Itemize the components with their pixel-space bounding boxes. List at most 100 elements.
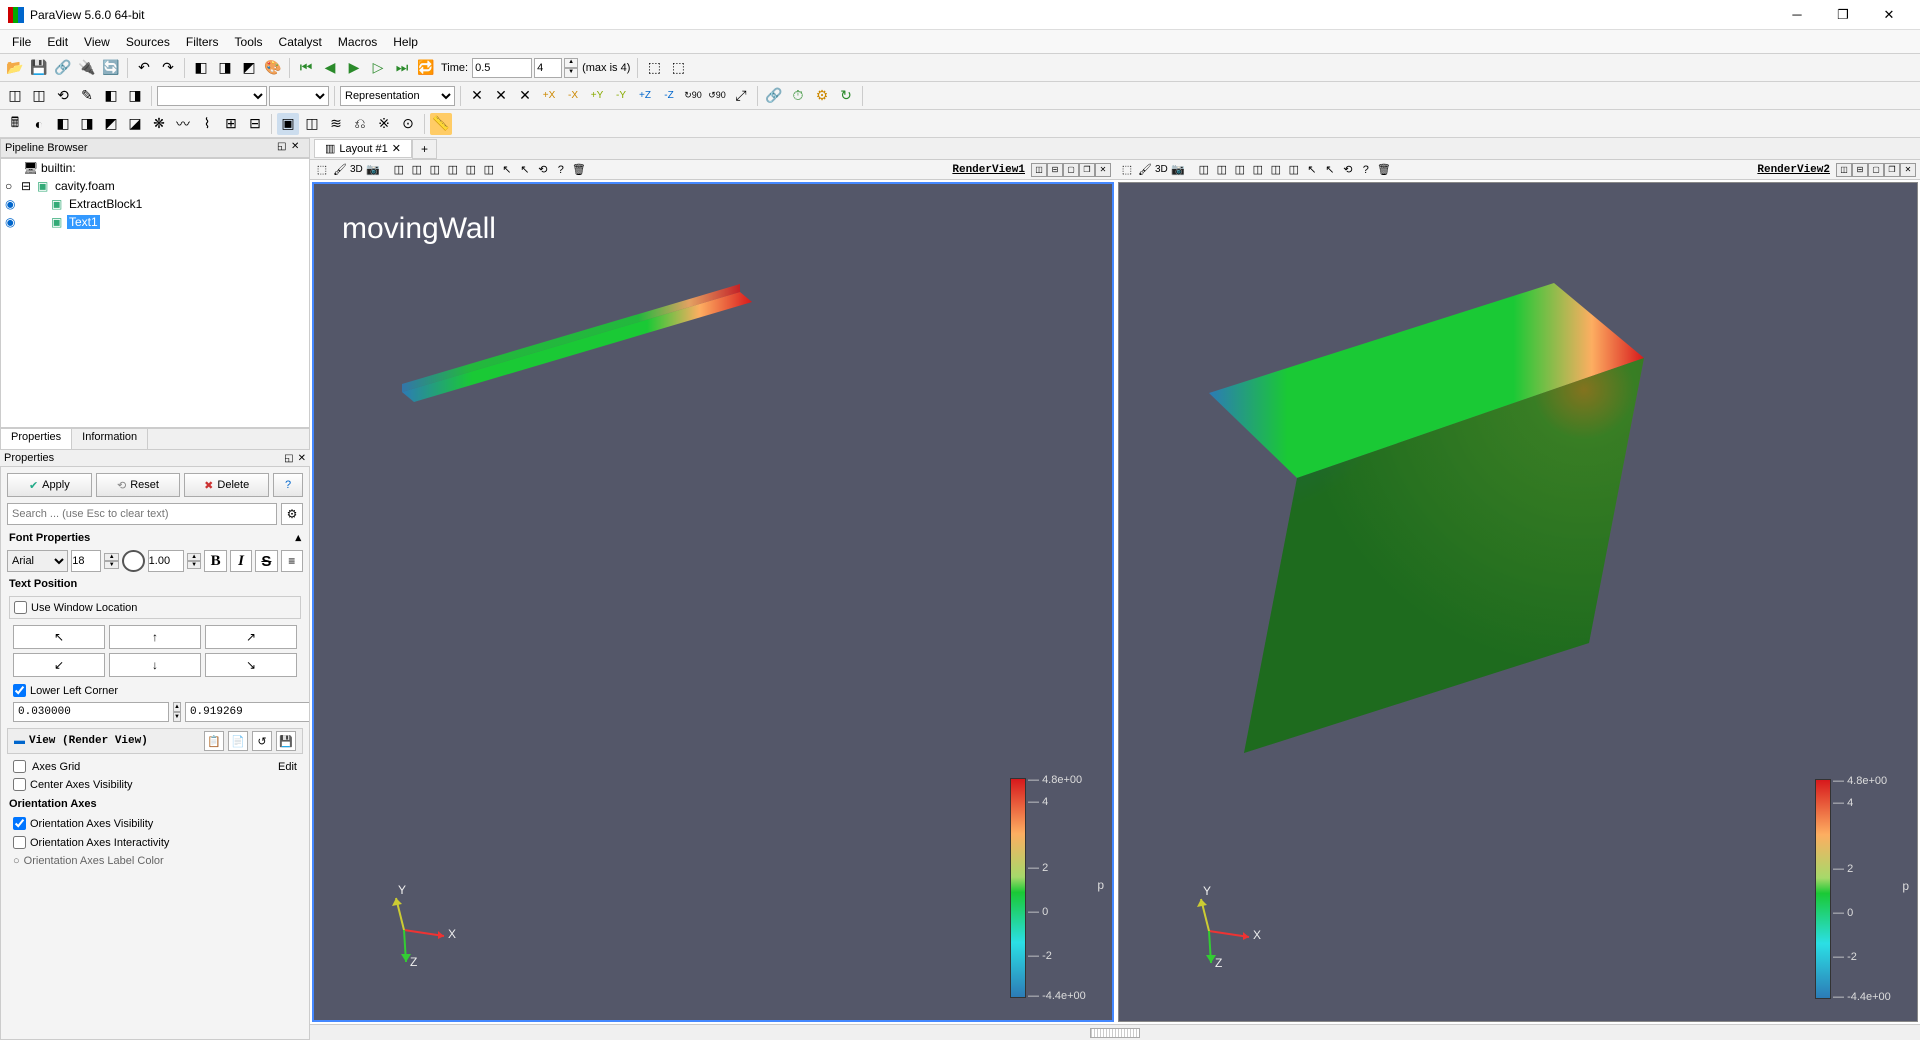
view-copy-icon[interactable]: 📋 (204, 731, 224, 751)
play-icon[interactable]: ▶ (343, 57, 365, 79)
filter2-icon[interactable]: ◨ (214, 57, 236, 79)
renderview-1[interactable]: movingWall X Y Z (312, 182, 1114, 1022)
sel3-icon[interactable]: ≋ (325, 113, 347, 135)
zfit-icon[interactable]: ✕ (514, 85, 536, 107)
reset-camera-icon[interactable]: ✕ (466, 85, 488, 107)
menu-catalyst[interactable]: Catalyst (271, 33, 330, 51)
props-close-icon[interactable]: ✕ (298, 453, 306, 464)
px-icon[interactable]: +X (538, 85, 560, 107)
next-frame-icon[interactable]: ▷ (367, 57, 389, 79)
save-icon[interactable]: 💾 (28, 57, 50, 79)
orientation-axes[interactable]: X Y Z (374, 880, 464, 970)
pos-bl-button[interactable]: ↙ (13, 653, 105, 677)
sel2-icon[interactable]: ◫ (301, 113, 323, 135)
rt2-s11-icon[interactable]: 🗑 (1376, 162, 1392, 178)
sel4-icon[interactable]: ⎌ (349, 113, 371, 135)
link-icon[interactable]: 🔗 (763, 85, 785, 107)
tree-item-2[interactable]: ◉ ▣ Text1 (1, 213, 309, 231)
first-frame-icon[interactable]: ⏮ (295, 57, 317, 79)
splitter-handle[interactable] (1090, 1028, 1140, 1038)
rt2-s2-icon[interactable]: ◫ (1214, 162, 1230, 178)
close-button[interactable]: ✕ (1866, 0, 1912, 30)
tool-f-icon[interactable]: ◨ (124, 85, 146, 107)
threshold-icon[interactable]: ◩ (100, 113, 122, 135)
view-section-header[interactable]: ▬ View (Render View) 📋 📄 ↺ 💾 (7, 728, 303, 754)
tool-b-icon[interactable]: ◫ (28, 85, 50, 107)
orientation-axes[interactable]: X Y Z (1179, 881, 1269, 971)
loop-icon[interactable]: 🔁 (415, 57, 437, 79)
rt-s10-icon[interactable]: ? (553, 162, 569, 178)
pipeline-browser[interactable]: 🖥 builtin: ○ ⊟ ▣ cavity.foam ◉ ▣ Extract… (0, 158, 310, 428)
colorbar-2[interactable]: — 4.8e+00 — 4 — 2 — 0 — -2 — -4.4e+00 p (1815, 779, 1895, 1009)
disconnect-icon[interactable]: 🔌 (76, 57, 98, 79)
warp-icon[interactable]: ⌇ (196, 113, 218, 135)
time-frame-input[interactable] (534, 58, 562, 78)
rt2-s10-icon[interactable]: ? (1358, 162, 1374, 178)
timer-icon[interactable]: ⏱ (787, 85, 809, 107)
rv2-max-icon[interactable]: ▢ (1868, 163, 1884, 177)
rv2-close-icon[interactable]: ✕ (1900, 163, 1916, 177)
shadow-button[interactable]: S (255, 550, 277, 572)
rv1-split-v-icon[interactable]: ⊟ (1047, 163, 1063, 177)
sel5-icon[interactable]: ※ (373, 113, 395, 135)
glyph-icon[interactable]: ❋ (148, 113, 170, 135)
pipeline-close-icon[interactable]: ✕ (291, 141, 305, 155)
visibility-icon[interactable]: ◉ (5, 215, 19, 229)
rt2-pick-icon[interactable]: ⬚ (1119, 162, 1135, 178)
rt-s5-icon[interactable]: ◫ (463, 162, 479, 178)
minimize-button[interactable]: ─ (1774, 0, 1820, 30)
view-reset-icon[interactable]: ↺ (252, 731, 272, 751)
rt2-s5-icon[interactable]: ◫ (1268, 162, 1284, 178)
pz-icon[interactable]: +Z (634, 85, 656, 107)
extract2-icon[interactable]: ⊟ (244, 113, 266, 135)
contour-icon[interactable]: ◐ (28, 113, 50, 135)
ruler-icon[interactable]: 📏 (430, 113, 452, 135)
mx-icon[interactable]: -X (562, 85, 584, 107)
select2-icon[interactable]: ⬚ (667, 57, 689, 79)
rt2-s7-icon[interactable]: ↖ (1304, 162, 1320, 178)
pos-x-input[interactable] (13, 702, 169, 722)
calc-icon[interactable]: 🖩 (4, 113, 26, 135)
clip-icon[interactable]: ◧ (52, 113, 74, 135)
rt-render-icon[interactable]: 🖌 (332, 162, 348, 178)
rt-s7-icon[interactable]: ↖ (499, 162, 515, 178)
props-undock-icon[interactable]: ◱ (284, 453, 293, 464)
menu-macros[interactable]: Macros (330, 33, 385, 51)
orient-vis-checkbox[interactable] (13, 817, 26, 830)
tool-c-icon[interactable]: ⟲ (52, 85, 74, 107)
textpos-section-header[interactable]: Text Position (3, 574, 307, 594)
orient-inter-checkbox[interactable] (13, 836, 26, 849)
italic-button[interactable]: I (230, 550, 252, 572)
representation-selector[interactable]: Representation (340, 86, 455, 106)
rt2-s9-icon[interactable]: ⟲ (1340, 162, 1356, 178)
undo-icon[interactable]: ↶ (133, 57, 155, 79)
maximize-button[interactable]: ❐ (1820, 0, 1866, 30)
rt2-s8-icon[interactable]: ↖ (1322, 162, 1338, 178)
pos-bc-button[interactable]: ↓ (109, 653, 201, 677)
reload-icon[interactable]: 🔄 (100, 57, 122, 79)
rt-s11-icon[interactable]: 🗑 (571, 162, 587, 178)
font-section-header[interactable]: Font Properties▴ (3, 527, 307, 548)
renderview-2[interactable]: X Y Z — 4.8e+00 — 4 — 2 — 0 — -2 — -4.4e… (1118, 182, 1918, 1022)
stream-icon[interactable]: 〰 (172, 113, 194, 135)
rt2-cam-icon[interactable]: 📷 (1170, 162, 1186, 178)
rt-cam-icon[interactable]: 📷 (365, 162, 381, 178)
palette-icon[interactable]: 🎨 (262, 57, 284, 79)
rv2-split-h-icon[interactable]: ◫ (1836, 163, 1852, 177)
pos-tr-button[interactable]: ↗ (205, 625, 297, 649)
layout-add-button[interactable]: + (412, 139, 437, 159)
rv2-restore-icon[interactable]: ❐ (1884, 163, 1900, 177)
font-opacity-input[interactable] (148, 550, 184, 572)
array-selector[interactable] (157, 86, 267, 106)
slice-icon[interactable]: ◨ (76, 113, 98, 135)
center-axes-checkbox[interactable] (13, 778, 26, 791)
open-icon[interactable]: 📂 (4, 57, 26, 79)
sel6-icon[interactable]: ⊙ (397, 113, 419, 135)
help-button[interactable]: ? (273, 473, 303, 497)
mz-icon[interactable]: -Z (658, 85, 680, 107)
menu-view[interactable]: View (76, 33, 118, 51)
tree-item-0[interactable]: ○ ⊟ ▣ cavity.foam (1, 177, 309, 195)
font-color-button[interactable] (122, 550, 145, 572)
rt-s6-icon[interactable]: ◫ (481, 162, 497, 178)
menu-tools[interactable]: Tools (227, 33, 271, 51)
